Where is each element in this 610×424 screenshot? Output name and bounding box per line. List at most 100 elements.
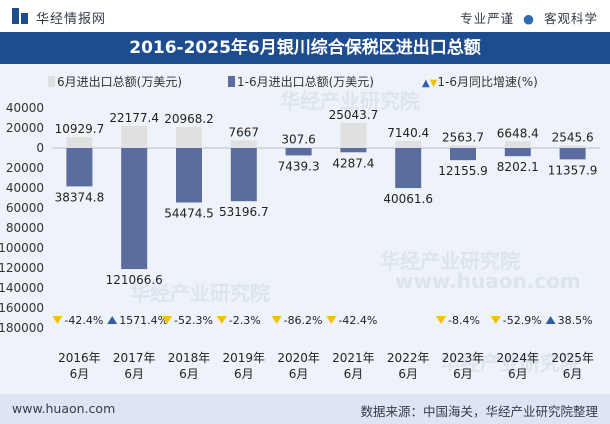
y-tick-label: 40000 — [6, 181, 44, 195]
watermark-text: 华经产业研究院 — [130, 281, 270, 305]
growth-label: 1571.4% — [119, 314, 168, 327]
bar-cumulative — [121, 148, 148, 270]
legend-triangle-up-icon: ▲ — [422, 78, 430, 89]
y-tick-label: 20000 — [6, 121, 44, 135]
data-label-june: 7140.4 — [387, 126, 429, 140]
x-tick-label-month: 6月 — [179, 367, 199, 381]
bar-june — [504, 141, 531, 148]
data-label-june: 307.6 — [281, 133, 315, 147]
data-label-june: 20968.2 — [164, 112, 214, 126]
x-tick-label-year: 2024年 — [497, 351, 540, 365]
data-label-june: 10929.7 — [55, 122, 105, 136]
bar-june — [176, 127, 202, 148]
data-label-cumulative: 4287.4 — [332, 156, 374, 170]
growth-down-triangle — [436, 316, 446, 324]
legend-item-growth: ▲▼1-6月同比增速(%) — [422, 73, 538, 90]
bar-cumulative — [450, 148, 476, 161]
x-tick-label-month: 6月 — [234, 367, 254, 381]
bar-june — [450, 145, 476, 148]
growth-label: -42.4% — [64, 314, 103, 327]
footer-source: 数据来源：中国海关，华经产业研究院整理 — [360, 404, 598, 419]
bar-june — [230, 140, 257, 148]
y-tick-label: 180000 — [0, 321, 44, 335]
x-tick-label-month: 6月 — [344, 367, 364, 381]
chart-plot: 华经产业研究院华经产业研究院www.huaon.com华经产业研究院华经产业研究… — [0, 89, 600, 381]
x-tick-label-year: 2025年 — [551, 351, 594, 365]
bar-cumulative — [340, 148, 367, 153]
legend-label-june: 6月进出口总额(万美元) — [57, 75, 182, 89]
bar-cumulative — [176, 148, 202, 203]
x-tick-label-month: 6月 — [563, 367, 583, 381]
growth-down-triangle — [490, 316, 501, 324]
y-tick-label: 100000 — [0, 241, 44, 255]
x-tick-label-year: 2020年 — [277, 351, 320, 365]
watermark-text: www.huaon.com — [395, 269, 581, 293]
x-tick-label-year: 2023年 — [442, 351, 485, 365]
bar-cumulative — [395, 148, 422, 189]
watermark-text: 华经产业研究院 — [440, 351, 580, 375]
data-label-cumulative: 38374.8 — [55, 190, 105, 204]
y-tick-label: 140000 — [0, 281, 44, 295]
bar-june — [66, 137, 93, 148]
x-tick-label-year: 2018年 — [168, 351, 211, 365]
chart-legend: 6月进出口总额(万美元) 1-6月进出口总额(万美元) ▲▼1-6月同比增速(%… — [0, 70, 610, 90]
growth-down-triangle — [326, 316, 337, 324]
bar-cumulative — [230, 148, 257, 202]
data-label-june: 22177.4 — [109, 111, 159, 125]
legend-item-june: 6月进出口总额(万美元) — [48, 73, 182, 90]
watermark-text: 华经产业研究院 — [280, 89, 420, 113]
growth-label: 38.5% — [558, 314, 593, 327]
growth-up-triangle — [545, 316, 556, 324]
legend-item-cum: 1-6月进出口总额(万美元) — [228, 73, 374, 90]
growth-down-triangle — [271, 316, 282, 324]
legend-swatch-june — [48, 76, 55, 87]
x-tick-label-year: 2019年 — [223, 351, 266, 365]
slogan: 专业严谨 ● 客观科学 — [460, 8, 598, 27]
x-tick-label-year: 2022年 — [387, 351, 430, 365]
legend-swatch-cum — [228, 76, 235, 87]
slogan-separator: ● — [523, 11, 535, 26]
data-label-june: 2563.7 — [442, 130, 484, 144]
x-tick-label-year: 2021年 — [332, 351, 375, 365]
growth-label: -42.4% — [338, 314, 377, 327]
growth-down-triangle — [52, 316, 63, 324]
data-label-june: 2545.6 — [552, 130, 594, 144]
bar-cumulative — [559, 148, 586, 160]
bar-june — [559, 145, 586, 148]
chart-title: 2016-2025年6月银川综合保税区进出口总额 — [0, 32, 610, 64]
data-label-cumulative: 11357.9 — [548, 163, 598, 177]
watermark-text: 华经产业研究院 — [380, 249, 520, 273]
bar-june — [340, 122, 367, 148]
y-tick-label: 20000 — [6, 161, 44, 175]
data-label-cumulative: 12155.9 — [438, 164, 488, 178]
data-label-cumulative: 121066.6 — [106, 273, 163, 287]
y-tick-label: 0 — [36, 141, 44, 155]
data-label-june: 6648.4 — [497, 126, 539, 140]
y-tick-label: 160000 — [0, 301, 44, 315]
x-tick-label-month: 6月 — [453, 367, 473, 381]
bar-cumulative — [285, 148, 312, 156]
y-tick-label: 40000 — [6, 101, 44, 115]
logo-icon — [12, 8, 28, 24]
footer: www.huaon.com 数据来源：中国海关，华经产业研究院整理 — [0, 394, 610, 424]
growth-down-triangle — [216, 316, 227, 324]
y-tick-label: 80000 — [6, 221, 44, 235]
data-label-cumulative: 54474.5 — [164, 206, 214, 220]
x-tick-label-month: 6月 — [70, 367, 90, 381]
x-tick-label-year: 2016年 — [58, 351, 101, 365]
data-label-cumulative: 8202.1 — [497, 160, 539, 174]
growth-label: -8.4% — [448, 314, 480, 327]
x-tick-label-month: 6月 — [508, 367, 528, 381]
x-tick-label-month: 6月 — [398, 367, 418, 381]
x-tick-label-month: 6月 — [124, 367, 144, 381]
brand-name: 华经情报网 — [36, 12, 107, 27]
growth-label: -2.3% — [229, 314, 261, 327]
legend-triangle-down-icon: ▼ — [429, 78, 438, 89]
footer-website: www.huaon.com — [12, 401, 116, 416]
data-label-cumulative: 40061.6 — [383, 192, 433, 206]
growth-label: -52.3% — [174, 314, 213, 327]
legend-label-growth: 1-6月同比增速(%) — [437, 75, 538, 89]
bar-cumulative — [504, 148, 531, 157]
x-tick-label-year: 2017年 — [113, 351, 156, 365]
data-label-june: 25043.7 — [329, 108, 379, 122]
